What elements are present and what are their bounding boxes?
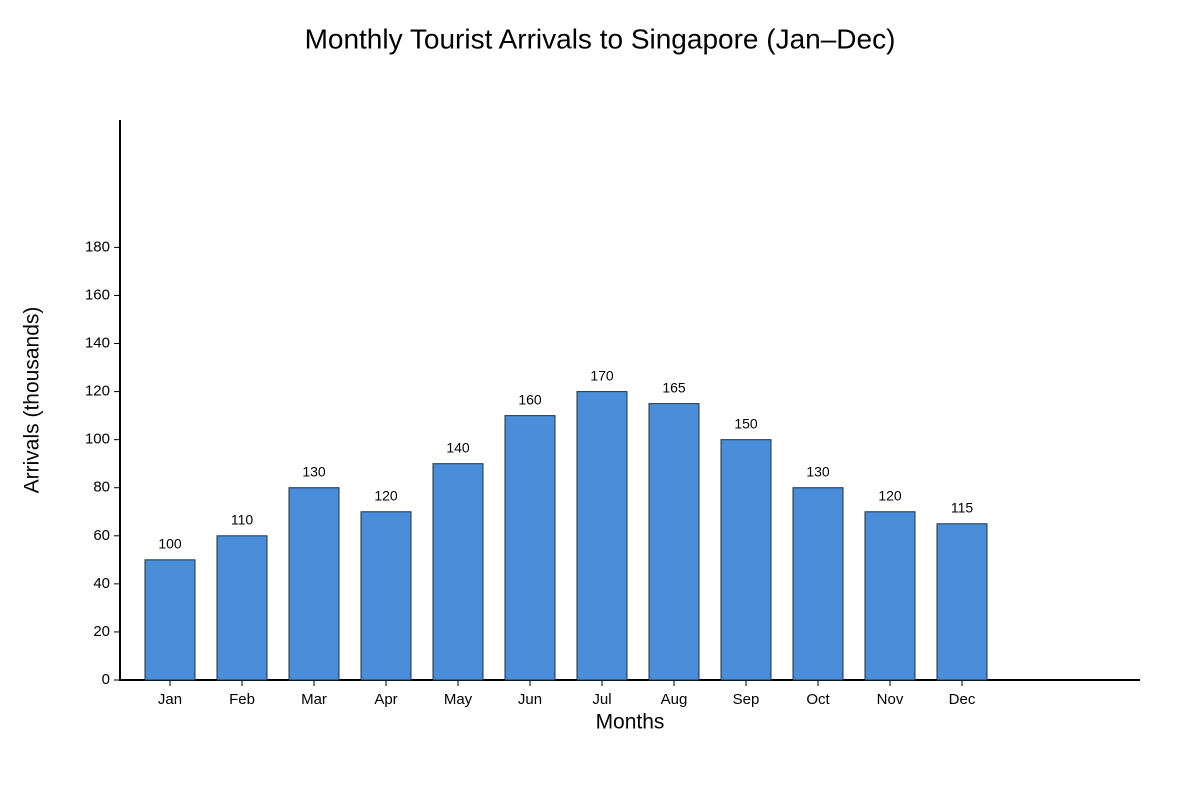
- x-tick-label: Dec: [949, 691, 976, 708]
- value-label: 160: [518, 391, 542, 407]
- x-tick-label: Aug: [661, 691, 688, 708]
- x-tick-label: May: [444, 691, 473, 708]
- y-tick-label: 0: [102, 671, 110, 688]
- x-tick-label: Jun: [518, 691, 542, 708]
- y-tick-label: 80: [93, 479, 110, 496]
- value-label: 115: [951, 499, 974, 515]
- x-tick-label: Jul: [592, 691, 611, 708]
- value-label: 110: [231, 511, 254, 527]
- y-tick-label: 120: [85, 383, 110, 400]
- value-label: 120: [374, 487, 398, 503]
- bar: [504, 415, 556, 681]
- x-tick-label: Sep: [733, 691, 760, 708]
- bar: [648, 403, 700, 681]
- x-axis-title: Months: [596, 711, 665, 734]
- y-tick-label: 180: [85, 238, 110, 255]
- bar: [792, 487, 844, 681]
- value-label: 165: [662, 379, 686, 395]
- x-tick-label: Mar: [301, 691, 327, 708]
- x-tick-label: Feb: [229, 691, 255, 708]
- x-tick-label: Nov: [877, 691, 904, 708]
- bar: [360, 511, 412, 681]
- bar: [864, 511, 916, 681]
- value-label: 170: [590, 367, 614, 383]
- value-label: 130: [806, 463, 830, 479]
- bar: [576, 391, 628, 681]
- y-tick-label: 100: [85, 431, 110, 448]
- bar: [432, 463, 484, 681]
- value-label: 100: [158, 536, 182, 552]
- chart-title: Monthly Tourist Arrivals to Singapore (J…: [305, 23, 896, 54]
- bar: [144, 559, 196, 681]
- value-label: 130: [302, 463, 326, 479]
- bar: [936, 523, 988, 681]
- bar: [216, 535, 268, 681]
- value-label: 150: [734, 415, 758, 431]
- value-label: 120: [878, 487, 902, 503]
- bar: [720, 439, 772, 681]
- y-tick-label: 60: [93, 527, 110, 544]
- x-tick-label: Oct: [806, 691, 830, 708]
- value-label: 140: [446, 439, 470, 455]
- y-tick-label: 20: [93, 623, 110, 640]
- y-tick-label: 140: [85, 334, 110, 351]
- y-axis-title: Arrivals (thousands): [21, 307, 44, 494]
- y-tick-label: 160: [85, 286, 110, 303]
- x-tick-label: Apr: [374, 691, 397, 708]
- y-tick-label: 40: [93, 575, 110, 592]
- bar: [288, 487, 340, 681]
- x-tick-label: Jan: [158, 691, 182, 708]
